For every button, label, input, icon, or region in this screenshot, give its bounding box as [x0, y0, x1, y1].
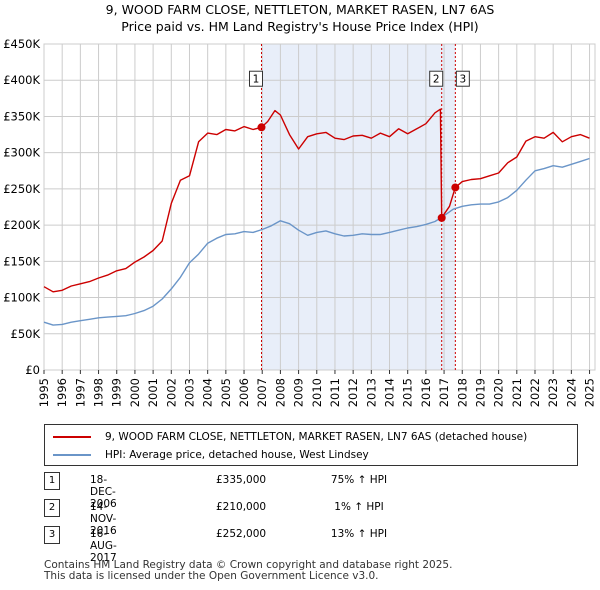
y-tick-label: £400K	[3, 73, 40, 87]
x-tick-label: 2019	[473, 378, 487, 407]
transaction-hpi: 13% ↑ HPI	[330, 528, 388, 540]
x-tick-label: 2010	[310, 378, 324, 407]
transaction-hpi: 75% ↑ HPI	[330, 474, 388, 486]
sale-annotations: 1 2 3	[248, 70, 470, 87]
x-tick-label: 2007	[255, 378, 269, 407]
transaction-price: £210,000	[216, 501, 267, 513]
y-axis: £0 £50K £100K £150K £200K £250K £300K £350K £400…	[3, 37, 40, 377]
annotation-box	[455, 70, 470, 87]
x-tick-label: 2015	[401, 378, 415, 407]
chart-subtitle: Price paid vs. HM Land Registry's House …	[121, 19, 478, 34]
legend-label-hpi: HPI: Average price, detached house, West…	[105, 449, 369, 461]
transaction-date: 16-AUG-2017	[90, 528, 117, 564]
y-tick-label: £200K	[3, 218, 40, 232]
x-axis: 1995 1996 1997 1998 1999 2000 2001 2002 2003 2004…	[37, 370, 597, 407]
x-tick-label: 2008	[273, 378, 287, 407]
x-tick-label: 1995	[37, 378, 51, 407]
transaction-date: 14-NOV-2016	[90, 501, 117, 537]
sale-points	[257, 123, 460, 222]
y-tick-label: £350K	[3, 109, 40, 123]
annotation-label: 2	[433, 74, 440, 86]
sale-point	[437, 213, 446, 222]
annotation-label: 3	[459, 74, 466, 86]
price-chart: 9, WOOD FARM CLOSE, NETTLETON, MARKET RA…	[3, 2, 597, 407]
transaction-price: £335,000	[216, 474, 267, 486]
y-tick-label: £100K	[3, 291, 40, 305]
x-tick-label: 1996	[55, 378, 69, 407]
legend-item-property: 9, WOOD FARM CLOSE, NETTLETON, MARKET RA…	[53, 429, 527, 445]
y-tick-label: £0	[25, 363, 40, 377]
x-tick-label: 2004	[201, 378, 215, 407]
y-tick-label: £150K	[3, 254, 40, 268]
series-line	[43, 157, 590, 326]
x-tick-label: 2018	[455, 378, 469, 407]
legend-item-hpi: HPI: Average price, detached house, West…	[53, 447, 369, 463]
x-tick-label: 2006	[237, 378, 251, 407]
transaction-hpi: 1% ↑ HPI	[334, 501, 384, 513]
gridlines	[43, 43, 595, 371]
legend-swatch-hpi	[53, 454, 91, 456]
transaction-number: 1	[44, 472, 60, 490]
x-tick-label: 2025	[583, 378, 597, 407]
x-tick-label: 2022	[528, 378, 542, 407]
x-tick-label: 1998	[92, 378, 106, 407]
annotation-label: 1	[253, 74, 260, 86]
legend-swatch-property	[53, 436, 91, 438]
x-tick-label: 2020	[492, 378, 506, 407]
x-tick-label: 2009	[292, 378, 306, 407]
x-tick-label: 2005	[219, 378, 233, 407]
series-lines	[43, 108, 590, 326]
x-tick-label: 2013	[364, 378, 378, 407]
x-tick-label: 1997	[73, 378, 87, 407]
transaction-date: 18-DEC-2006	[90, 474, 117, 510]
x-tick-label: 2011	[328, 378, 342, 407]
x-tick-label: 2021	[510, 378, 524, 407]
x-tick-label: 2012	[346, 378, 360, 407]
y-tick-label: £450K	[3, 37, 40, 51]
footer-copyright: Contains HM Land Registry data © Crown c…	[44, 559, 453, 571]
y-tick-label: £300K	[3, 146, 40, 160]
x-tick-label: 2023	[546, 378, 560, 407]
x-tick-label: 2016	[419, 378, 433, 407]
chart-title: 9, WOOD FARM CLOSE, NETTLETON, MARKET RA…	[106, 2, 495, 17]
x-tick-label: 2024	[564, 378, 578, 407]
x-tick-label: 2014	[383, 378, 397, 407]
annotation-box	[429, 70, 444, 87]
sale-point	[257, 123, 266, 132]
x-tick-label: 2000	[128, 378, 142, 407]
x-tick-label: 1999	[110, 378, 124, 407]
footer: Contains HM Land Registry data © Crown c…	[44, 560, 452, 582]
y-tick-label: £250K	[3, 182, 40, 196]
x-tick-label: 2003	[182, 378, 196, 407]
x-tick-label: 2001	[146, 378, 160, 407]
y-tick-label: £50K	[11, 327, 41, 341]
legend: 9, WOOD FARM CLOSE, NETTLETON, MARKET RA…	[44, 424, 578, 466]
transaction-number: 2	[44, 499, 60, 517]
transaction-number: 3	[44, 526, 60, 544]
x-tick-label: 2002	[164, 378, 178, 407]
sale-point	[451, 183, 460, 192]
x-tick-label: 2017	[437, 378, 451, 407]
footer-licence: This data is licensed under the Open Gov…	[44, 570, 379, 582]
series-line	[43, 108, 590, 293]
ownership-period-shade	[261, 44, 456, 370]
annotation-box	[248, 70, 263, 87]
legend-label-property: 9, WOOD FARM CLOSE, NETTLETON, MARKET RA…	[105, 431, 528, 443]
transaction-price: £252,000	[216, 528, 267, 540]
